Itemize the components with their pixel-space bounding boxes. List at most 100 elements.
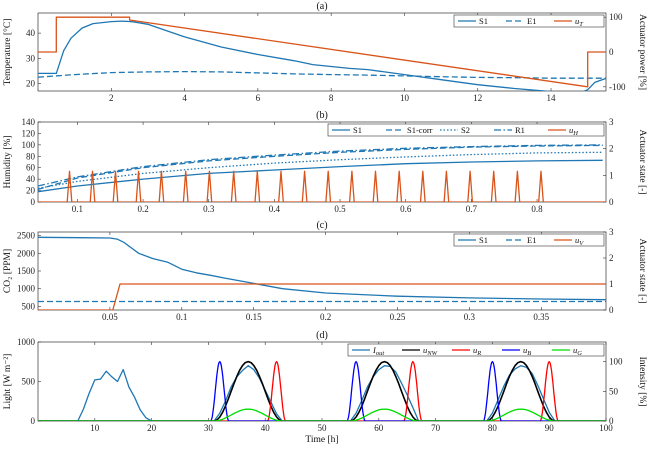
legend-label: S1	[353, 125, 362, 135]
x-tick-label: 60	[374, 423, 384, 433]
y-tick-label: 140	[22, 117, 36, 127]
series-r1	[38, 144, 603, 187]
x-tick-label: 80	[488, 423, 498, 433]
x-tick-label: 0.8	[531, 204, 543, 214]
y-tick-label: 60	[26, 163, 36, 173]
y-axis-label: CO₂ [PPM]	[3, 249, 13, 293]
series-s1	[38, 236, 606, 301]
legend-label: uR	[473, 345, 481, 357]
y-tick-label: 1000	[17, 337, 36, 347]
y-right-tick-label: 0	[609, 197, 614, 207]
x-tick-label: 0.05	[102, 312, 118, 322]
x-tick-label: 100	[599, 423, 613, 433]
y-right-tick-label: 0	[609, 47, 614, 57]
y-right-axis-label: Actuator state [-]	[637, 239, 647, 304]
legend-box	[453, 233, 605, 247]
x-tick-label: 8	[329, 93, 334, 103]
legend-label: uT	[575, 16, 583, 28]
series-u-v	[38, 283, 606, 310]
y-right-tick-label: 3	[609, 227, 614, 237]
series-group	[38, 16, 606, 91]
y-right-tick-label: -100	[609, 82, 626, 92]
x-tick-label: 0.25	[390, 312, 406, 322]
x-tick-label: 50	[318, 423, 328, 433]
y-tick-label: 0	[31, 416, 36, 426]
legend-box	[327, 123, 605, 137]
y-tick-label: 120	[22, 128, 36, 138]
series-u-b	[38, 360, 606, 421]
y-right-tick-label: 0	[609, 416, 614, 426]
y-tick-label: 80	[26, 151, 36, 161]
legend-label: S1	[479, 235, 488, 245]
legend-label: uV	[575, 235, 584, 247]
legend-label: S1	[479, 16, 488, 26]
x-tick-label: 0.5	[334, 204, 346, 214]
series-u-t	[38, 16, 606, 88]
legend-label: S2	[461, 125, 470, 135]
series-u-nw	[38, 360, 606, 421]
y-tick-label: 2500	[17, 231, 36, 241]
x-tick-label: 0.6	[400, 204, 412, 214]
y-right-axis-label: Actuator power [%]	[637, 14, 647, 90]
x-tick-label: 20	[147, 423, 157, 433]
y-right-tick-label: 50	[609, 386, 619, 396]
legend-label: uB	[523, 345, 531, 357]
panel-title-0: (a)	[316, 1, 327, 12]
x-tick-label: 12	[473, 93, 482, 103]
legend-label: R1	[515, 125, 525, 135]
y-tick-label: 20	[26, 186, 36, 196]
x-axis-label: Time [h]	[305, 435, 338, 445]
series-u-h	[38, 170, 606, 202]
y-right-tick-label: 2	[609, 253, 614, 263]
x-tick-label: 0.1	[176, 312, 187, 322]
y-right-tick-label: 2	[609, 144, 614, 154]
legend-label: uH	[569, 125, 578, 137]
panel-title-1: (b)	[316, 110, 328, 121]
x-tick-label: 10	[400, 93, 410, 103]
x-tick-label: 0.2	[320, 312, 331, 322]
legend-label: E1	[527, 16, 536, 26]
y-right-tick-label: 1	[609, 170, 614, 180]
series-u-g	[38, 408, 606, 421]
panel-title-2: (c)	[316, 220, 327, 231]
x-tick-label: 0.7	[466, 204, 478, 214]
series-group	[38, 360, 606, 421]
y-axis-label: Light [W m⁻²]	[3, 354, 13, 410]
legend-box	[453, 14, 605, 28]
y-right-axis-label: Actuator state [-]	[637, 130, 647, 195]
y-tick-label: 40	[26, 28, 36, 38]
x-tick-label: 0.35	[533, 312, 549, 322]
y-tick-label: 1500	[17, 266, 36, 276]
x-tick-label: 2	[109, 93, 114, 103]
series-group	[38, 144, 606, 202]
series-u-r	[38, 360, 606, 421]
y-axis-label: Humidity [%]	[3, 135, 13, 188]
x-tick-label: 14	[547, 93, 557, 103]
series-s1	[38, 159, 603, 193]
y-axis-label: Temperature [°C]	[2, 19, 13, 86]
legend-label: uNW	[423, 345, 438, 357]
y-right-axis-label: Intensity [%]	[637, 357, 647, 407]
y-right-tick-label: 100	[609, 12, 623, 22]
x-tick-label: 4	[182, 93, 187, 103]
y-tick-label: 0	[31, 197, 36, 207]
y-right-tick-label: 1	[609, 279, 614, 289]
x-tick-label: 0.15	[246, 312, 262, 322]
x-tick-label: 0.2	[137, 204, 148, 214]
x-tick-label: 0.1	[72, 204, 83, 214]
legend-label: uG	[573, 345, 582, 357]
y-right-tick-label: 3	[609, 117, 614, 127]
x-tick-label: 6	[256, 93, 261, 103]
series-s2	[38, 151, 603, 189]
legend-label: S1-corr	[407, 125, 433, 135]
y-tick-label: 500	[22, 377, 36, 387]
x-tick-label: 40	[261, 423, 271, 433]
x-tick-label: 30	[204, 423, 214, 433]
x-tick-label: 0.3	[464, 312, 476, 322]
legend-label: E1	[527, 235, 536, 245]
y-tick-label: 1000	[17, 284, 36, 294]
y-tick-label: 100	[22, 140, 36, 150]
y-tick-label: 20	[26, 78, 36, 88]
x-tick-label: 10	[90, 423, 100, 433]
